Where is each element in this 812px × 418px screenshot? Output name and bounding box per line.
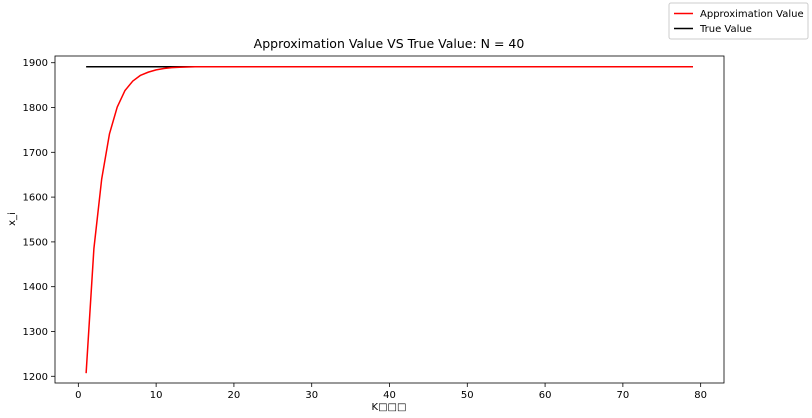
series-lines bbox=[85, 66, 693, 374]
series-line-approximation bbox=[85, 66, 693, 374]
y-tick-label: 1700 bbox=[23, 148, 48, 159]
x-axis: 0 10 20 30 40 50 60 70 80 bbox=[75, 383, 707, 401]
x-tick-label: 80 bbox=[694, 390, 707, 401]
legend: Approximation Value True Value bbox=[668, 2, 809, 40]
y-tick-label: 1500 bbox=[23, 237, 48, 248]
y-tick-label: 1300 bbox=[23, 327, 48, 338]
legend-box bbox=[668, 2, 809, 40]
x-tick-label: 60 bbox=[539, 390, 552, 401]
legend-label-approximation: Approximation Value bbox=[700, 9, 804, 20]
y-tick-label: 1900 bbox=[23, 58, 48, 69]
y-tick-label: 1800 bbox=[23, 103, 48, 114]
x-axis-label: K□□□ bbox=[372, 402, 407, 413]
legend-label-true-value: True Value bbox=[699, 24, 752, 35]
x-tick-label: 50 bbox=[461, 390, 474, 401]
x-tick-label: 40 bbox=[383, 390, 396, 401]
x-tick-label: 10 bbox=[150, 390, 163, 401]
x-tick-label: 0 bbox=[75, 390, 81, 401]
x-tick-label: 70 bbox=[617, 390, 630, 401]
y-tick-label: 1600 bbox=[23, 193, 48, 204]
x-tick-label: 20 bbox=[228, 390, 241, 401]
y-tick-label: 1400 bbox=[23, 282, 48, 293]
chart-title: Approximation Value VS True Value: N = 4… bbox=[254, 36, 525, 51]
y-axis: 1200 1300 1400 1500 1600 1700 1800 1900 bbox=[23, 58, 55, 383]
y-tick-label: 1200 bbox=[23, 372, 48, 383]
y-axis-label: x_i bbox=[7, 212, 18, 226]
x-tick-label: 30 bbox=[305, 390, 318, 401]
